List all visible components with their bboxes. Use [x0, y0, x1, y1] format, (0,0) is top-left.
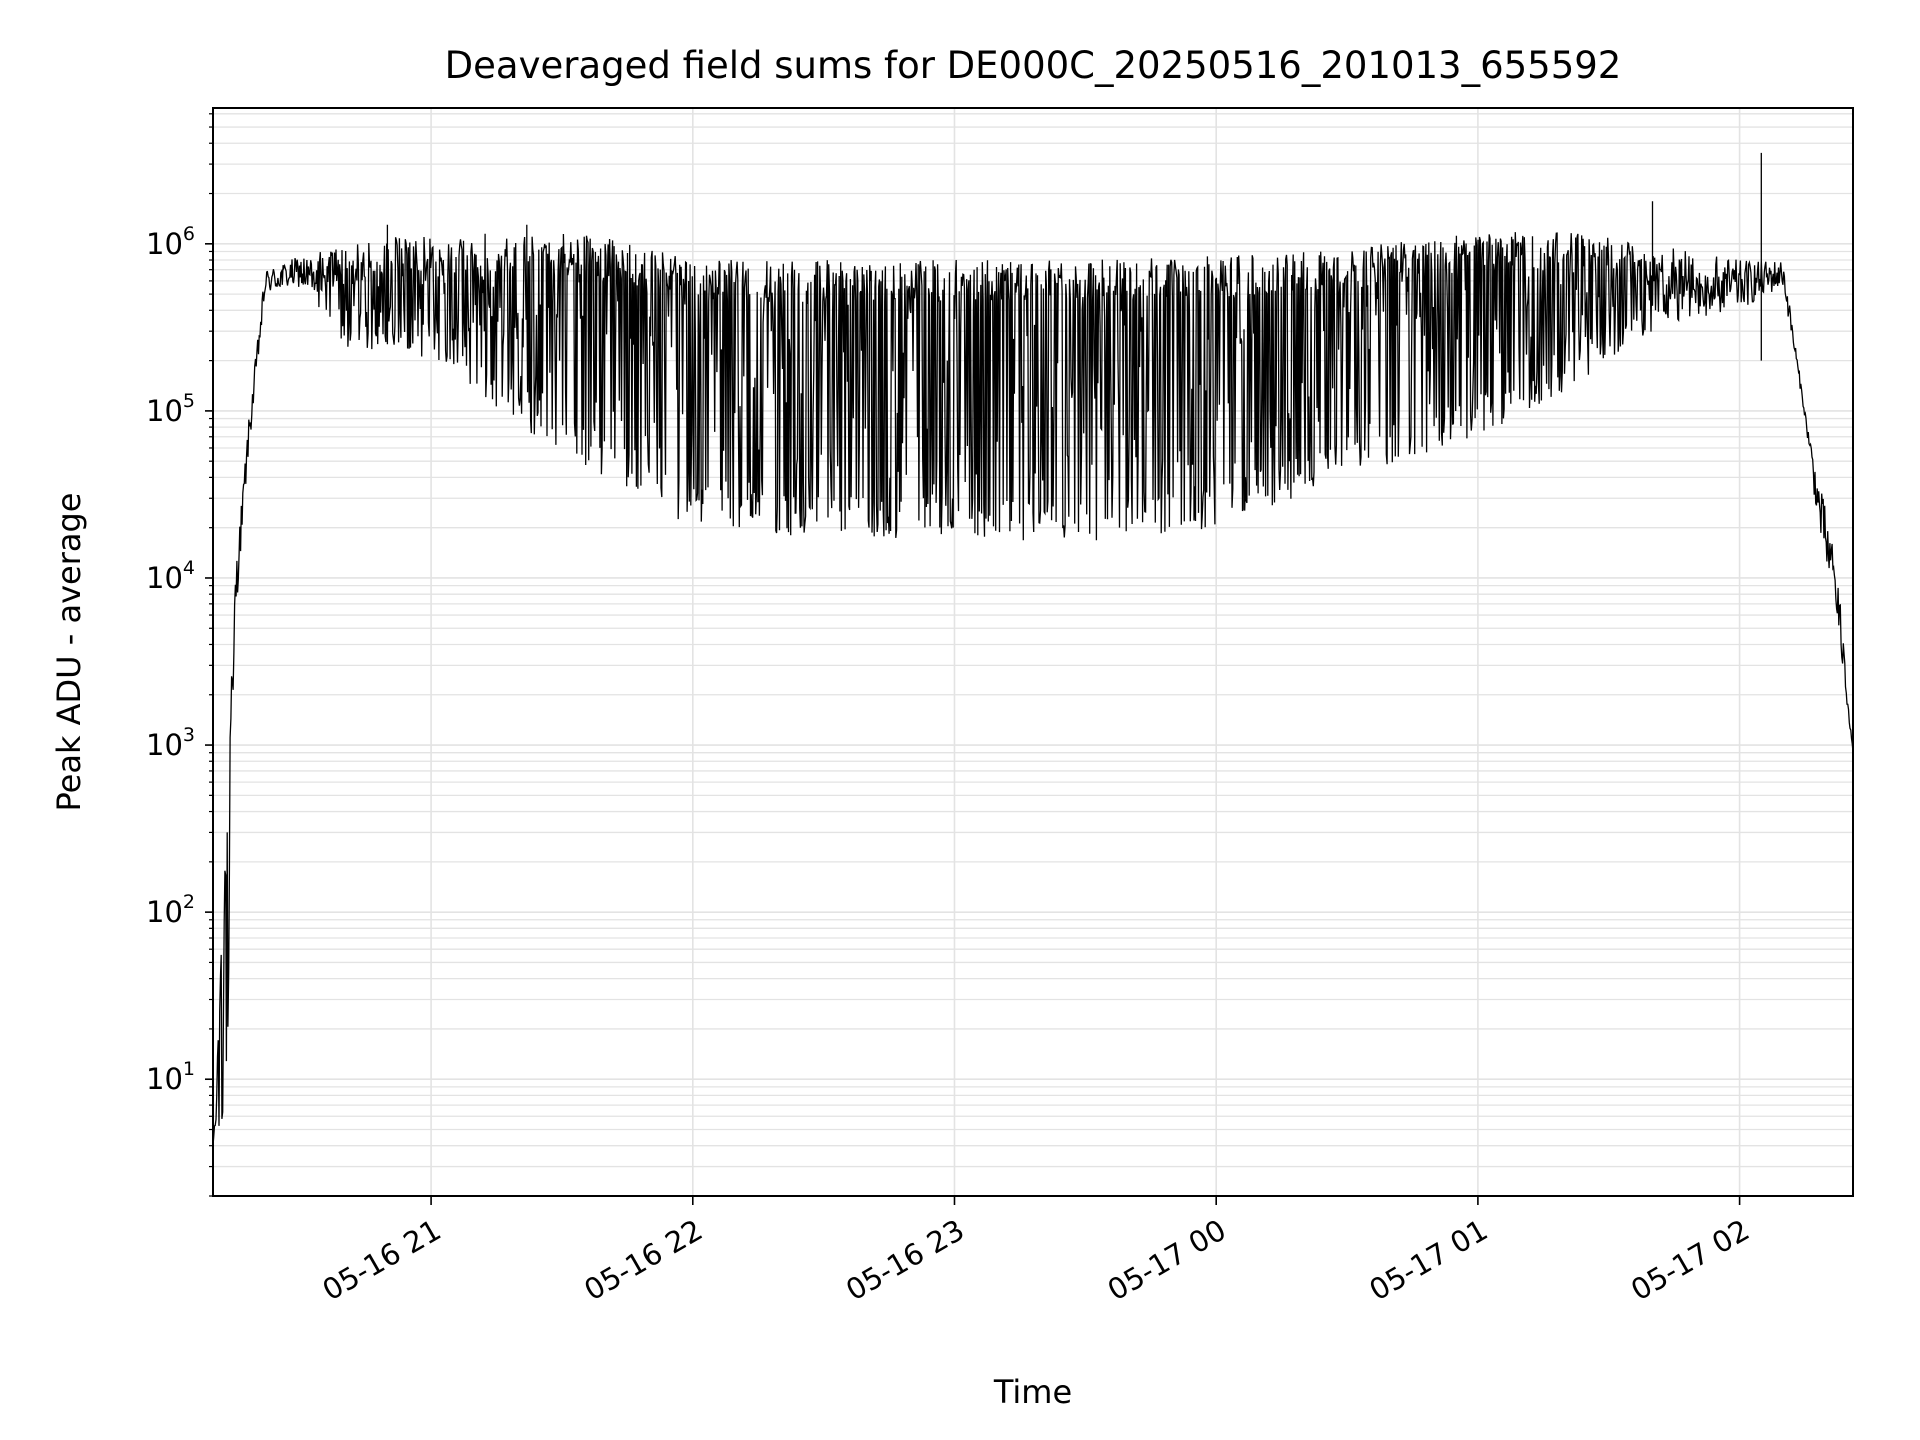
y-axis-label: Peak ADU - average: [50, 493, 88, 812]
x-axis-label: Time: [993, 1373, 1072, 1411]
series-line: [212, 152, 1854, 1146]
chart-title: Deaveraged field sums for DE000C_2025051…: [445, 44, 1622, 87]
y-axis-ticks: 101 102 103 104 105 106: [146, 113, 213, 1197]
y-tick-label: 105: [146, 390, 195, 428]
y-tick-label: 101: [146, 1058, 195, 1096]
y-tick-label: 104: [146, 557, 195, 595]
y-tick-label: 106: [146, 223, 195, 261]
y-tick-label: 103: [146, 724, 195, 762]
plot-frame: [212, 107, 1854, 1197]
y-tick-label: 102: [146, 891, 195, 929]
